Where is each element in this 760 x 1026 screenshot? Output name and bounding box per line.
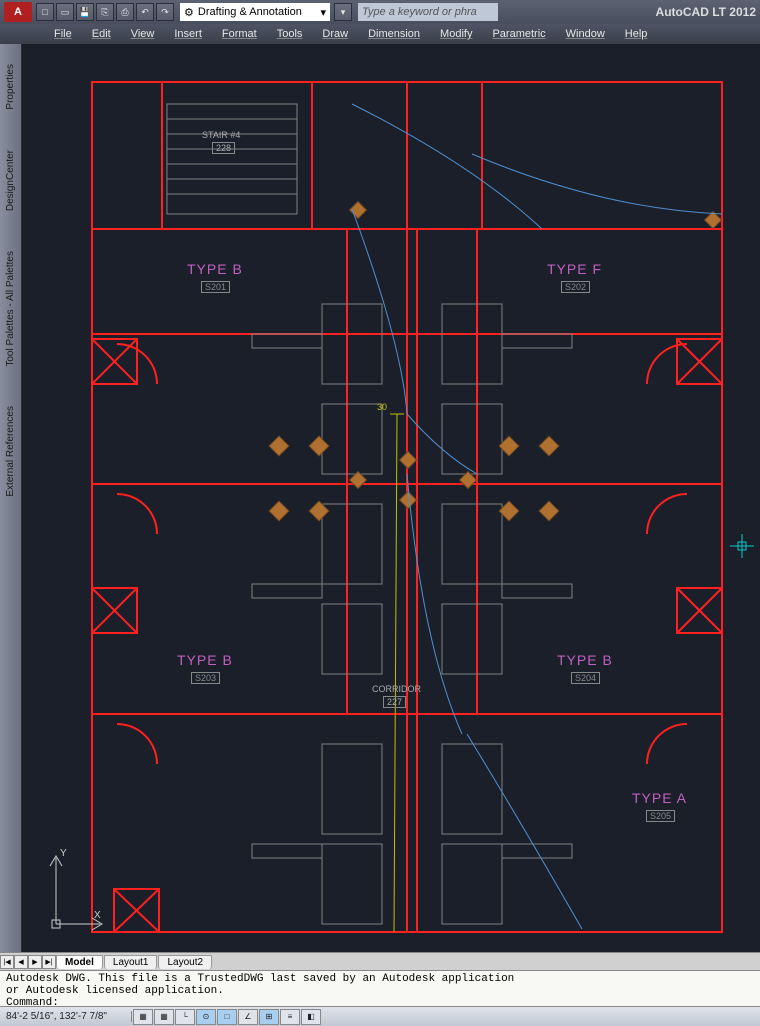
qat-more-icon[interactable]: ▾ [334,3,352,21]
menu-tools[interactable]: Tools [267,28,313,40]
menu-modify[interactable]: Modify [430,28,482,40]
qp-toggle[interactable]: ◧ [301,1009,321,1025]
menu-insert[interactable]: Insert [164,28,212,40]
lwt-toggle[interactable]: ≡ [280,1009,300,1025]
tab-nav-first[interactable]: |◀ [0,955,14,969]
sidebar-item-properties[interactable]: Properties [3,58,18,116]
tab-nav-prev[interactable]: ◀ [14,955,28,969]
gear-icon: ⚙ [184,6,194,19]
tab-layout1[interactable]: Layout1 [104,955,158,969]
room-label-2: TYPE B [177,652,233,668]
layout-tabs: |◀ ◀ ▶ ▶| Model Layout1 Layout2 [0,952,760,970]
room-num-4: S205 [646,810,675,822]
sidebar-item-xrefs[interactable]: External References [3,400,18,503]
menu-draw[interactable]: Draw [312,28,358,40]
qat-open-icon[interactable]: ▭ [56,3,74,21]
room-label-3: TYPE B [557,652,613,668]
room-label-0: TYPE B [187,261,243,277]
menu-parametric[interactable]: Parametric [482,28,555,40]
app-title: AutoCAD LT 2012 [656,5,756,19]
menu-edit[interactable]: Edit [82,28,121,40]
menu-file[interactable]: File [44,28,82,40]
ortho-toggle[interactable]: └ [175,1009,195,1025]
sidebar-item-designcenter[interactable]: DesignCenter [3,144,18,217]
ucs-x-label: X [94,910,101,921]
workspace-dropdown[interactable]: ⚙ Drafting & Annotation ▾ [180,3,330,21]
tab-model[interactable]: Model [56,955,103,969]
room-num-0: S201 [201,281,230,293]
help-search-input[interactable]: Type a keyword or phra [358,3,498,21]
main-area: Properties DesignCenter Tool Palettes - … [0,44,760,952]
dyn-toggle[interactable]: ⊞ [259,1009,279,1025]
coords-readout[interactable]: 84'-2 5/16", 132'-7 7/8" [0,1011,132,1022]
tab-layout2[interactable]: Layout2 [158,955,212,969]
room-num-3: S204 [571,672,600,684]
command-line-1: Autodesk DWG. This file is a TrustedDWG … [6,973,754,985]
room-num-2: S203 [191,672,220,684]
misc-label-0: STAIR #4 [202,130,240,140]
qat-redo-icon[interactable]: ↷ [156,3,174,21]
workspace-label: Drafting & Annotation [198,6,302,18]
menu-format[interactable]: Format [212,28,267,40]
qat-print-icon[interactable]: ⎙ [116,3,134,21]
otrack-toggle[interactable]: ∠ [238,1009,258,1025]
misc-label-2: CORRIDOR [372,684,421,694]
ucs-y-label: Y [60,848,67,859]
misc-label-4: 30 [377,402,387,412]
qat-saveas-icon[interactable]: ⎘ [96,3,114,21]
sidebar-item-toolpalettes[interactable]: Tool Palettes - All Palettes [3,245,18,373]
menu-view[interactable]: View [121,28,165,40]
statusbar: 84'-2 5/16", 132'-7 7/8" ▦ ▦ └ ⊙ □ ∠ ⊞ ≡… [0,1006,760,1026]
room-label-1: TYPE F [547,261,602,277]
misc-label-1: 228 [212,142,235,154]
qat-save-icon[interactable]: 💾 [76,3,94,21]
palette-sidebar: Properties DesignCenter Tool Palettes - … [0,44,22,952]
menubar: File Edit View Insert Format Tools Draw … [0,24,760,44]
drawing-area[interactable]: TYPE B S201 TYPE F S202 TYPE B S203 TYPE… [22,44,760,952]
ucs-icon: Y X [38,846,108,936]
app-logo[interactable]: A [4,2,32,22]
command-line-2: or Autodesk licensed application. [6,985,754,997]
search-placeholder: Type a keyword or phra [362,6,477,18]
room-num-1: S202 [561,281,590,293]
menu-help[interactable]: Help [615,28,658,40]
menu-window[interactable]: Window [556,28,615,40]
chevron-down-icon: ▾ [320,6,326,19]
grid-toggle[interactable]: ▦ [154,1009,174,1025]
titlebar: A □ ▭ 💾 ⎘ ⎙ ↶ ↷ ⚙ Drafting & Annotation … [0,0,760,24]
osnap-toggle[interactable]: □ [217,1009,237,1025]
menu-dimension[interactable]: Dimension [358,28,430,40]
polar-toggle[interactable]: ⊙ [196,1009,216,1025]
crosshair-cursor [730,534,754,558]
qat-undo-icon[interactable]: ↶ [136,3,154,21]
command-window[interactable]: Autodesk DWG. This file is a TrustedDWG … [0,970,760,1006]
room-label-4: TYPE A [632,790,687,806]
tab-nav-next[interactable]: ▶ [28,955,42,969]
qat-new-icon[interactable]: □ [36,3,54,21]
snap-toggle[interactable]: ▦ [133,1009,153,1025]
misc-label-3: 227 [383,696,406,708]
tab-nav-last[interactable]: ▶| [42,955,56,969]
